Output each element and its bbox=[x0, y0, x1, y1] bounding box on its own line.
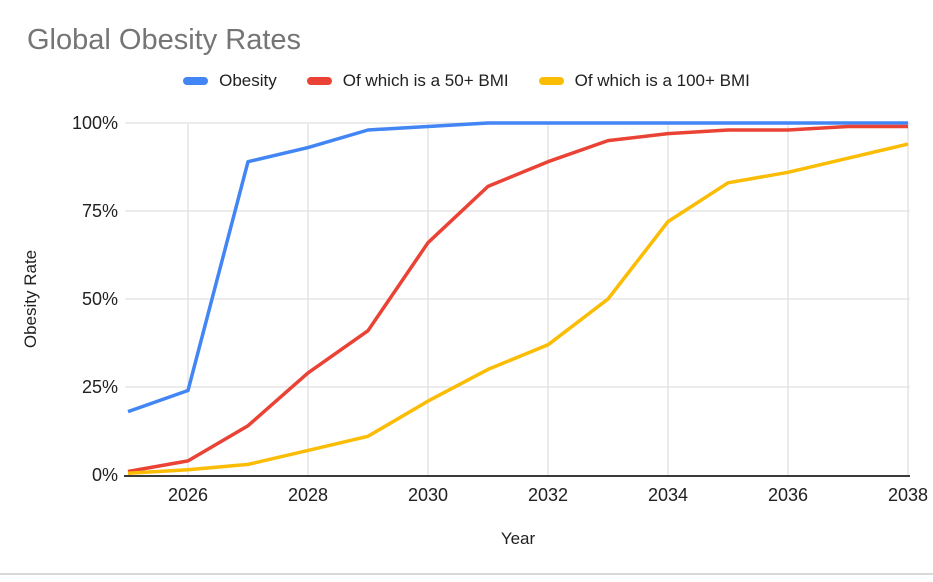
x-axis-title: Year bbox=[500, 529, 536, 548]
legend-item-of-which-is-a-100-bmi: Of which is a 100+ BMI bbox=[538, 71, 750, 91]
series-line-obesity bbox=[127, 121, 908, 414]
y-tick-label: 50% bbox=[82, 289, 118, 309]
legend-swatch-icon bbox=[538, 77, 564, 85]
x-tick-label: 2032 bbox=[528, 485, 568, 505]
y-axis-title: Obesity Rate bbox=[21, 249, 40, 349]
legend: Obesity Of which is a 50+ BMI Of which is … bbox=[0, 71, 933, 91]
x-tick-label: 2034 bbox=[648, 485, 688, 505]
legend-item-obesity: Obesity bbox=[183, 71, 277, 91]
legend-swatch-icon bbox=[183, 77, 209, 85]
x-tick-label: 2028 bbox=[288, 485, 328, 505]
y-tick-label: 100% bbox=[72, 113, 118, 133]
series-line-of-which-is-a-50-bmi bbox=[127, 124, 908, 474]
legend-label: Of which is a 100+ BMI bbox=[574, 71, 750, 90]
y-tick-label: 0% bbox=[92, 465, 118, 485]
x-tick-label: 2036 bbox=[768, 485, 808, 505]
y-tick-label: 25% bbox=[82, 377, 118, 397]
chart-title: Global Obesity Rates bbox=[27, 24, 302, 56]
y-tick-label: 75% bbox=[82, 201, 118, 221]
x-tick-label: 2030 bbox=[408, 485, 448, 505]
legend-label: Of which is a 50+ BMI bbox=[342, 71, 509, 90]
bottom-divider-line bbox=[0, 573, 933, 575]
legend-label: Obesity bbox=[219, 71, 277, 90]
x-tick-label: 2026 bbox=[168, 485, 208, 505]
legend-swatch-icon bbox=[306, 77, 332, 85]
x-tick-label: 2038 bbox=[888, 485, 928, 505]
series-line-of-which-is-a-100-bmi bbox=[127, 142, 909, 475]
legend-item-of-which-is-a-50-bmi: Of which is a 50+ BMI bbox=[306, 71, 509, 91]
